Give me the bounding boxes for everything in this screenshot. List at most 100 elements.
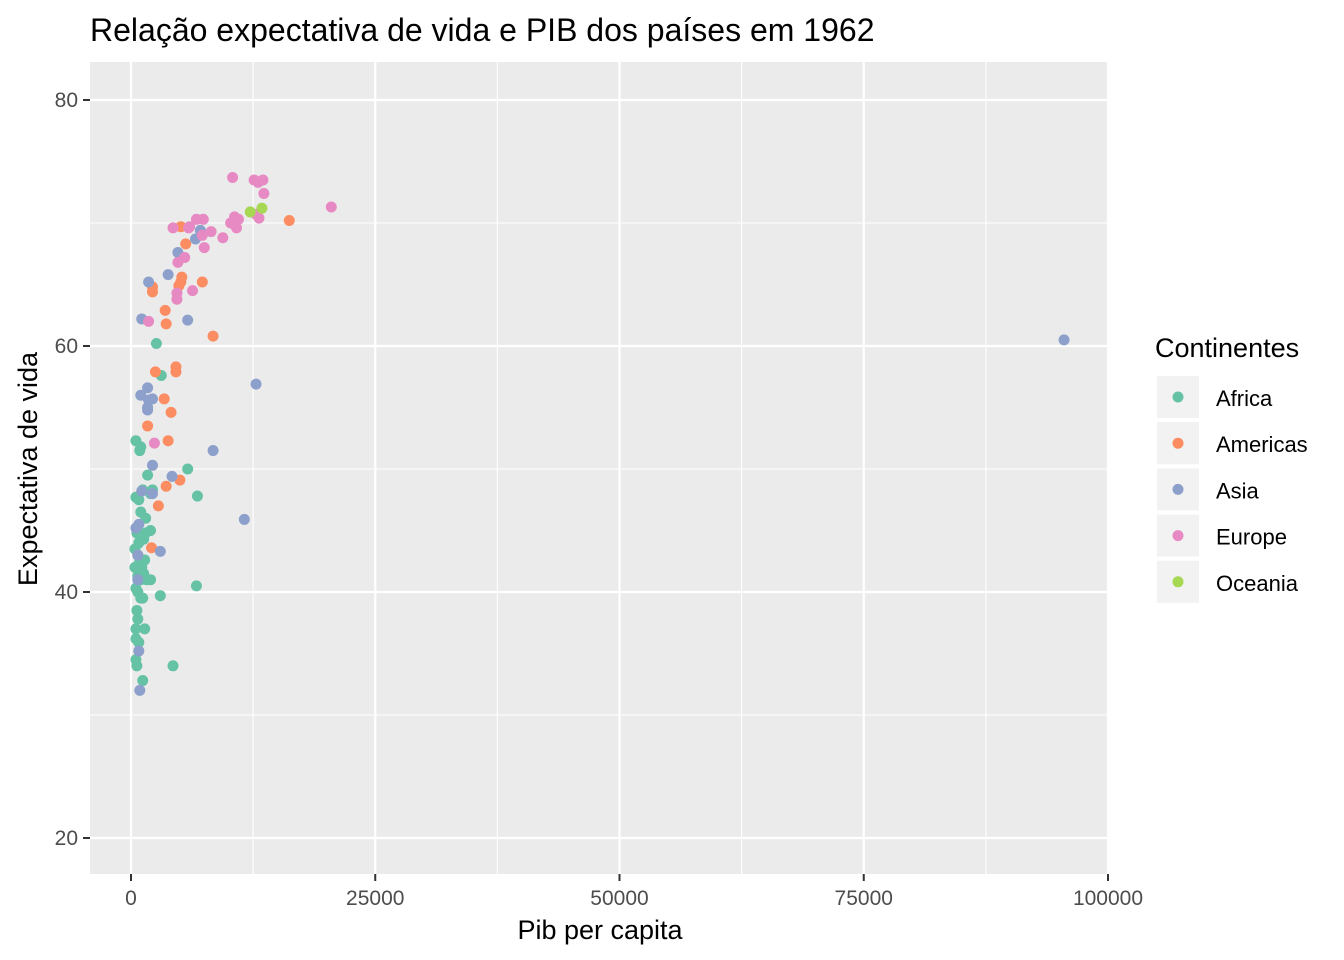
legend-title: Continentes — [1155, 333, 1299, 363]
point-asia — [132, 549, 144, 561]
point-africa — [133, 494, 145, 506]
point-europe — [231, 222, 243, 234]
point-asia — [250, 378, 262, 390]
point-europe — [325, 201, 337, 213]
point-americas — [152, 500, 164, 512]
point-africa — [154, 590, 166, 602]
plot-panel — [90, 62, 1108, 874]
point-africa — [131, 604, 143, 616]
point-asia — [143, 276, 155, 288]
point-asia — [162, 269, 174, 281]
point-africa — [133, 636, 145, 648]
legend-marker-americas — [1172, 437, 1184, 449]
y-axis-title: Expectativa de vida — [13, 351, 43, 586]
point-europe — [253, 212, 265, 224]
point-africa — [191, 490, 203, 502]
data-points — [129, 171, 1070, 696]
point-africa — [142, 469, 154, 481]
point-europe — [183, 222, 195, 234]
y-tick-label: 80 — [55, 89, 78, 112]
point-africa — [137, 592, 149, 604]
point-africa — [150, 338, 162, 350]
point-americas — [165, 406, 177, 418]
point-africa — [129, 561, 141, 573]
point-asia — [133, 645, 145, 657]
y-axis: 20 40 60 80 — [55, 89, 90, 850]
point-americas — [158, 393, 170, 405]
point-europe — [172, 256, 184, 268]
legend-marker-europe — [1172, 530, 1184, 542]
x-tick-label: 50000 — [590, 887, 648, 910]
point-africa — [132, 613, 144, 625]
point-asia — [182, 314, 194, 326]
point-europe — [217, 232, 229, 244]
point-americas — [180, 238, 192, 250]
point-americas — [196, 276, 208, 288]
point-africa — [131, 660, 143, 672]
point-europe — [143, 315, 155, 327]
point-asia — [146, 393, 158, 405]
legend: Continentes Africa Americas Asia Europe Ocea… — [1155, 333, 1308, 603]
legend-label-africa: Africa — [1216, 386, 1273, 411]
point-americas — [159, 304, 171, 316]
point-europe — [257, 174, 269, 186]
point-asia — [154, 545, 166, 557]
point-europe — [187, 285, 199, 297]
point-asia — [134, 684, 146, 696]
point-asia — [132, 574, 144, 586]
point-americas — [207, 330, 219, 342]
point-africa — [130, 623, 142, 635]
point-americas — [162, 435, 174, 447]
x-tick-label: 100000 — [1073, 887, 1143, 910]
point-europe — [148, 437, 160, 449]
point-africa — [190, 580, 202, 592]
point-africa — [135, 441, 147, 453]
point-asia — [135, 389, 147, 401]
legend-label-oceania: Oceania — [1216, 571, 1299, 596]
legend-label-americas: Americas — [1216, 432, 1308, 457]
point-oceania — [244, 206, 256, 218]
point-asia — [207, 445, 219, 457]
point-asia — [166, 470, 178, 482]
y-tick-label: 60 — [55, 335, 78, 358]
point-europe — [205, 226, 217, 238]
point-africa — [145, 574, 157, 586]
chart-title: Relação expectativa de vida e PIB dos pa… — [90, 12, 874, 48]
grid-major — [90, 62, 1110, 874]
x-tick-label: 75000 — [835, 887, 893, 910]
point-europe — [227, 171, 239, 183]
point-asia — [130, 522, 142, 534]
point-asia — [146, 488, 158, 500]
point-africa — [137, 675, 149, 687]
point-asia — [1058, 334, 1070, 346]
point-americas — [146, 542, 158, 554]
point-europe — [198, 242, 210, 254]
point-europe — [167, 222, 179, 234]
point-africa — [182, 463, 194, 475]
x-tick-label: 25000 — [346, 887, 404, 910]
point-asia — [142, 404, 154, 416]
point-europe — [171, 293, 183, 305]
point-americas — [146, 286, 158, 298]
point-europe — [258, 187, 270, 199]
point-africa — [139, 623, 151, 635]
point-asia — [142, 382, 154, 394]
legend-marker-africa — [1172, 391, 1184, 403]
point-americas — [142, 420, 154, 432]
legend-marker-oceania — [1172, 576, 1184, 588]
point-europe — [190, 213, 202, 225]
legend-label-asia: Asia — [1216, 478, 1260, 503]
point-asia — [146, 459, 158, 471]
x-tick-label: 0 — [125, 887, 137, 910]
point-africa — [140, 527, 152, 539]
point-americas — [283, 215, 295, 227]
point-europe — [196, 229, 208, 241]
legend-label-europe: Europe — [1216, 525, 1287, 550]
y-tick-label: 20 — [55, 827, 78, 850]
point-oceania — [256, 202, 268, 214]
point-americas — [160, 480, 172, 492]
x-axis: 0 25000 50000 75000 100000 — [125, 874, 1143, 910]
point-americas — [160, 318, 172, 330]
point-americas — [170, 366, 182, 378]
